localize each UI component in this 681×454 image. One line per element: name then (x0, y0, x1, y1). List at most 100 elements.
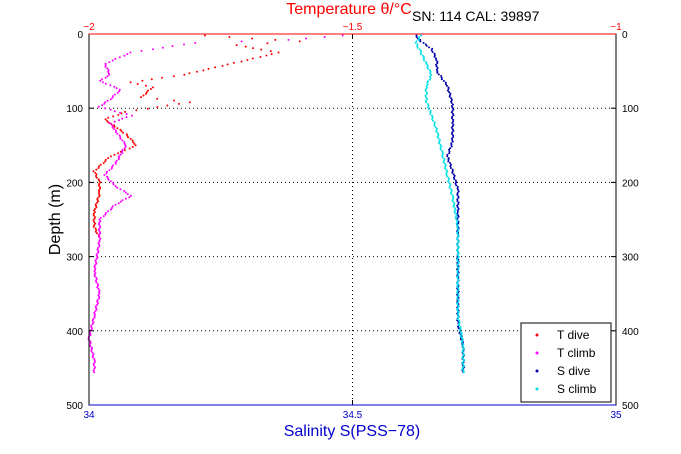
data-point (111, 125, 114, 127)
data-point (418, 36, 421, 38)
data-point (448, 94, 451, 97)
data-point (433, 52, 436, 55)
data-point (177, 102, 180, 105)
data-point (462, 371, 465, 374)
data-point (118, 155, 120, 158)
data-point (101, 81, 104, 84)
data-point (454, 216, 457, 219)
data-point (106, 170, 108, 173)
data-point (462, 363, 465, 366)
data-point (121, 139, 124, 142)
data-point (458, 319, 460, 322)
data-point (99, 163, 102, 166)
depth-axis-label: Depth (m) (47, 184, 64, 255)
data-point (93, 359, 96, 362)
data-point (117, 152, 120, 155)
data-point (104, 158, 107, 161)
data-point (232, 61, 235, 64)
data-point (455, 218, 458, 221)
data-point (97, 192, 100, 195)
data-point (265, 54, 268, 57)
data-point (94, 280, 97, 282)
data-point (440, 76, 443, 79)
data-point (92, 225, 95, 228)
data-point (449, 183, 452, 186)
data-point (451, 137, 453, 140)
data-point (136, 83, 139, 85)
data-point (123, 142, 126, 145)
data-point (98, 195, 101, 198)
data-point (95, 281, 98, 284)
data-point (457, 255, 460, 258)
data-point (453, 178, 456, 180)
data-point (97, 234, 100, 237)
data-point (450, 126, 453, 129)
legend-marker (535, 369, 539, 373)
data-point (462, 354, 465, 356)
data-point (114, 129, 117, 132)
data-point (97, 283, 99, 286)
data-point (436, 66, 439, 69)
data-point (121, 148, 124, 151)
data-point (456, 282, 459, 285)
data-point (452, 129, 455, 132)
legend-item: T climb (535, 346, 596, 360)
data-point (107, 69, 110, 71)
data-point (112, 181, 115, 184)
data-point (459, 330, 462, 333)
data-point (156, 97, 159, 100)
data-point (93, 275, 96, 278)
data-point (448, 150, 451, 153)
data-point (252, 47, 255, 50)
data-point (207, 67, 210, 70)
data-point (420, 34, 423, 37)
data-point (452, 103, 454, 106)
data-point (444, 166, 447, 168)
data-point (108, 73, 111, 76)
data-point (418, 48, 421, 51)
data-point (117, 113, 120, 116)
data-point (110, 123, 113, 126)
data-point (429, 113, 432, 115)
data-point (123, 189, 126, 192)
salinity-tick-label: 34 (83, 410, 95, 421)
data-point (98, 295, 101, 298)
data-point (120, 130, 123, 133)
data-point (99, 231, 102, 234)
data-point (456, 304, 459, 306)
data-point (142, 94, 145, 97)
data-point (305, 37, 308, 40)
data-point (437, 73, 440, 76)
data-point (461, 355, 464, 358)
data-point (166, 104, 169, 107)
data-point (452, 120, 455, 123)
data-point (462, 347, 465, 350)
data-point (462, 366, 464, 369)
data-point (451, 106, 454, 109)
data-point (118, 156, 121, 159)
data-point (118, 119, 121, 122)
data-point (425, 62, 428, 65)
data-point (453, 174, 456, 177)
y-tick-label-left: 300 (66, 253, 83, 264)
data-point (156, 106, 159, 109)
data-point (424, 88, 427, 91)
data-point (457, 229, 460, 231)
data-point (457, 294, 460, 297)
data-point (104, 107, 107, 110)
data-point (456, 187, 459, 190)
data-point (98, 297, 101, 300)
data-point (96, 286, 99, 289)
salinity-tick-label: 34.5 (343, 410, 363, 421)
data-point (92, 364, 95, 367)
data-point (91, 351, 94, 354)
data-point (419, 51, 422, 54)
data-point (450, 132, 453, 135)
data-point (90, 348, 93, 351)
data-point (439, 143, 442, 146)
data-point (457, 299, 460, 302)
data-point (416, 43, 419, 46)
data-point (113, 125, 116, 128)
data-point (93, 217, 96, 220)
data-point (104, 76, 107, 79)
